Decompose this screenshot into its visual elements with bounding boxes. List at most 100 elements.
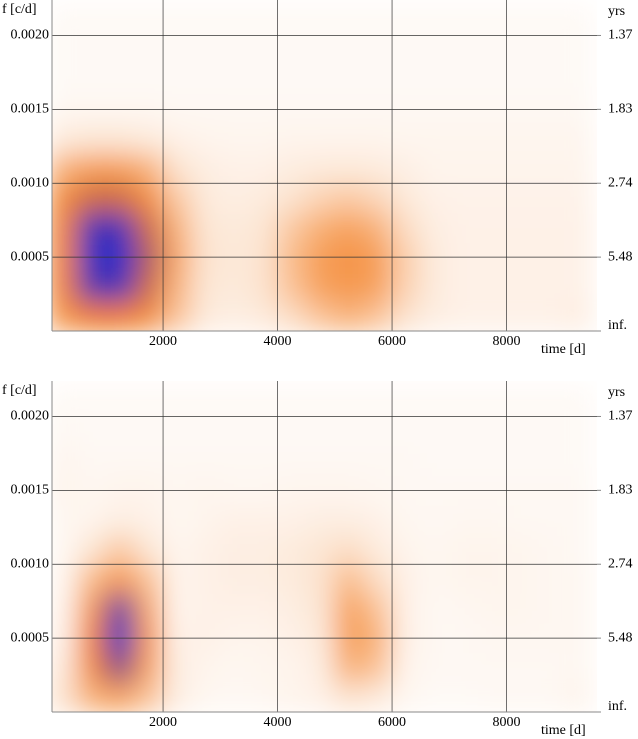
heatmap-cell [133, 271, 164, 302]
heatmap-cell [76, 504, 107, 536]
y2-tick-label: inf. [608, 699, 627, 714]
heatmap-cell [219, 153, 250, 184]
heatmap-cell [277, 64, 307, 96]
heatmap-cell [506, 563, 536, 595]
heatmap-cell [191, 153, 221, 184]
heatmap-cell [534, 182, 565, 214]
heatmap-cell [133, 681, 164, 712]
heatmap-cell [52, 593, 78, 624]
heatmap-cell [305, 212, 336, 243]
heatmap-cell [391, 415, 422, 447]
heatmap-cell [420, 445, 450, 477]
heatmap-cell [563, 652, 593, 683]
y-tick-label: 0.0020 [11, 28, 50, 43]
heatmap-cell [162, 300, 193, 331]
heatmap-cell [219, 534, 250, 565]
heatmap-cell [448, 182, 479, 214]
heatmap-cell [420, 182, 450, 214]
heatmap-cell [277, 681, 307, 712]
heatmap-cell [362, 563, 393, 595]
y2-tick-label: inf. [608, 318, 627, 333]
heatmap-cell [191, 271, 221, 302]
heatmap-cell [162, 5, 193, 36]
heatmap-cell [448, 593, 479, 624]
heatmap-cell [191, 445, 221, 477]
heatmap-cell [219, 386, 250, 417]
heatmap-cell [420, 271, 450, 302]
heatmap-cell [477, 182, 508, 214]
heatmap-cell [563, 123, 593, 155]
heatmap-cell [477, 153, 508, 184]
heatmap-cell [305, 593, 336, 624]
heatmap-cell [420, 386, 450, 417]
heatmap-cell [76, 300, 107, 331]
heatmap-cell [391, 593, 422, 624]
heatmap-cell [76, 212, 107, 243]
heatmap-cell [448, 415, 479, 447]
heatmap-cell [420, 534, 450, 565]
heatmap-cell [162, 504, 193, 536]
heatmap-cell [52, 563, 78, 595]
heatmap-cell [506, 212, 536, 243]
heatmap-cell [391, 123, 422, 155]
heatmap-cell [277, 504, 307, 536]
x-tick-label: 4000 [264, 715, 292, 730]
y-tick-label: 0.0005 [11, 630, 50, 645]
heatmap-cell [420, 64, 450, 96]
y2-tick-label: 1.37 [608, 28, 633, 43]
heatmap-cell [105, 64, 135, 96]
heatmap-cell [506, 652, 536, 683]
heatmap-cell [334, 212, 364, 243]
y2-tick-label: 2.74 [608, 175, 633, 190]
heatmap-cell [191, 681, 221, 712]
heatmap-cell [277, 563, 307, 595]
heatmap-cell [534, 563, 565, 595]
heatmap-cell [362, 504, 393, 536]
heatmap-cell [162, 153, 193, 184]
heatmap-cell [391, 182, 422, 214]
y-tick-label: 0.0010 [11, 556, 50, 571]
heatmap-cell [277, 182, 307, 214]
panel: 2000 4000 6000 8000 0.0020 0.0015 0.0010 0.0005… [2, 381, 633, 738]
heatmap-cell [219, 593, 250, 624]
heatmap-cell [448, 271, 479, 302]
heatmap-cell [133, 123, 164, 155]
y2-tick-label: 1.37 [608, 409, 633, 424]
heatmap-cell [334, 534, 364, 565]
heatmap-cell [477, 534, 508, 565]
heatmap-cell [534, 5, 565, 36]
x-tick-label: 8000 [493, 715, 521, 730]
y2-axis-label: yrs [608, 385, 625, 400]
heatmap-cell [305, 415, 336, 447]
heatmap-cell [76, 34, 107, 66]
heatmap-cell [277, 415, 307, 447]
heatmap-cell [534, 652, 565, 683]
heatmap-cell [76, 386, 107, 417]
heatmap-cell [219, 34, 250, 66]
heatmap-cell [506, 534, 536, 565]
heatmap-cell [563, 5, 593, 36]
heatmap-cell [534, 271, 565, 302]
heatmap-cell [362, 386, 393, 417]
heatmap-cell [477, 415, 508, 447]
heatmap-cell [133, 5, 164, 36]
heatmap-cell [334, 182, 364, 214]
heatmap-cell [76, 445, 107, 477]
heatmap-cell [277, 5, 307, 36]
heatmap-cell [76, 5, 107, 36]
heatmap-cell [448, 64, 479, 96]
heatmap-cell [305, 445, 336, 477]
heatmap-cell [277, 534, 307, 565]
heatmap-cell [563, 64, 593, 96]
heatmap-cell [162, 386, 193, 417]
heatmap-cell [334, 445, 364, 477]
heatmap-cell [277, 271, 307, 302]
heatmap-cell [277, 593, 307, 624]
heatmap-cell [191, 652, 221, 683]
heatmap-cell [563, 182, 593, 214]
heatmap-cell [305, 386, 336, 417]
heatmap-cell [162, 415, 193, 447]
heatmap-cell [334, 386, 364, 417]
heatmap-cell [334, 681, 364, 712]
y-tick-label: 0.0020 [11, 409, 50, 424]
